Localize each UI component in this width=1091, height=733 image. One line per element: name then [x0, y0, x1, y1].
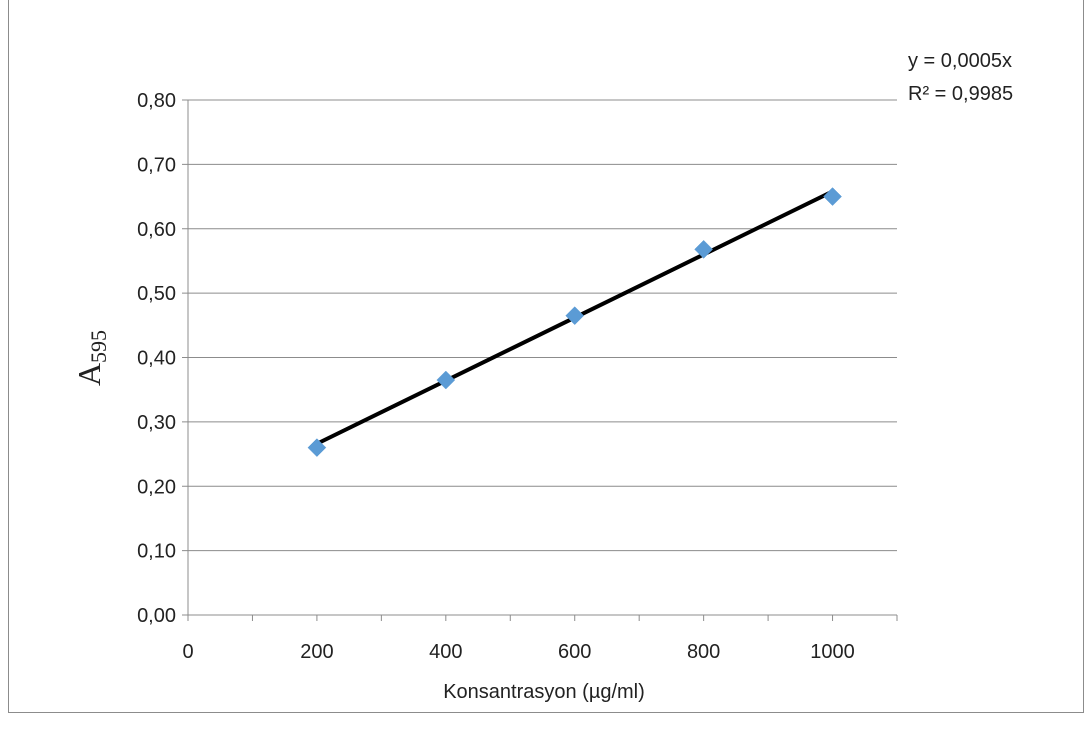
data-point-4	[823, 187, 842, 206]
y-tick-label-2: 0,20	[137, 476, 176, 498]
gridlines	[182, 99, 897, 616]
y-tick-label-1: 0,10	[137, 541, 176, 563]
y-tick-label-5: 0,50	[137, 283, 176, 305]
y-axis-label-sub: 595	[86, 330, 111, 363]
y-tick-label-6: 0,60	[137, 219, 176, 241]
data-point-3	[694, 239, 713, 259]
data-points	[307, 187, 842, 457]
data-point-2	[565, 306, 585, 326]
x-tick-labels: 0 200 400 600 800 1000	[182, 641, 854, 663]
x-axis-label: Konsantrasyon (µg/ml)	[443, 681, 645, 703]
x-tick-label-3: 600	[558, 641, 591, 663]
y-axis-label: A595	[71, 330, 111, 386]
x-tick-label-0: 0	[182, 641, 193, 663]
chart-frame	[8, 0, 1084, 713]
trendline-equation: y = 0,0005x	[908, 50, 1012, 72]
x-tick-label-1: 200	[300, 641, 333, 663]
data-point-0	[307, 438, 327, 457]
y-axis-label-main: A	[71, 363, 107, 386]
x-tick-label-5: 1000	[810, 641, 855, 663]
data-point-1	[436, 370, 456, 390]
y-tick-label-0: 0,00	[137, 605, 176, 627]
y-tick-label-3: 0,30	[137, 412, 176, 434]
trendline-r-squared: R² = 0,9985	[908, 83, 1013, 105]
y-tick-labels: 0,00 0,10 0,20 0,30 0,40 0,50 0,60 0,70 0,80	[137, 90, 176, 627]
y-tick-label-4: 0,40	[137, 348, 176, 370]
y-tick-label-7: 0,70	[137, 154, 176, 176]
axes	[187, 100, 898, 621]
x-tick-label-2: 400	[429, 641, 462, 663]
x-tick-label-4: 800	[687, 641, 720, 663]
y-tick-label-8: 0,80	[137, 90, 176, 112]
